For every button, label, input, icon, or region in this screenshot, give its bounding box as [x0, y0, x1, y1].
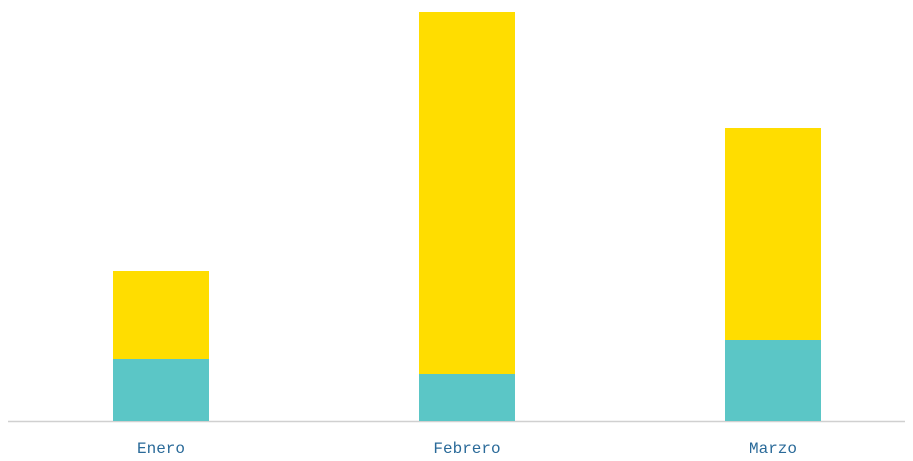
bar-segment: [419, 12, 515, 374]
bar-segment: [725, 340, 821, 421]
bar-segment: [113, 271, 209, 359]
bar-segment: [725, 128, 821, 340]
x-tick-label: Enero: [137, 440, 185, 458]
bar-segment: [419, 374, 515, 421]
x-tick-label: Marzo: [749, 440, 797, 458]
bar-segment: [113, 359, 209, 421]
x-tick-label: Febrero: [433, 440, 500, 458]
